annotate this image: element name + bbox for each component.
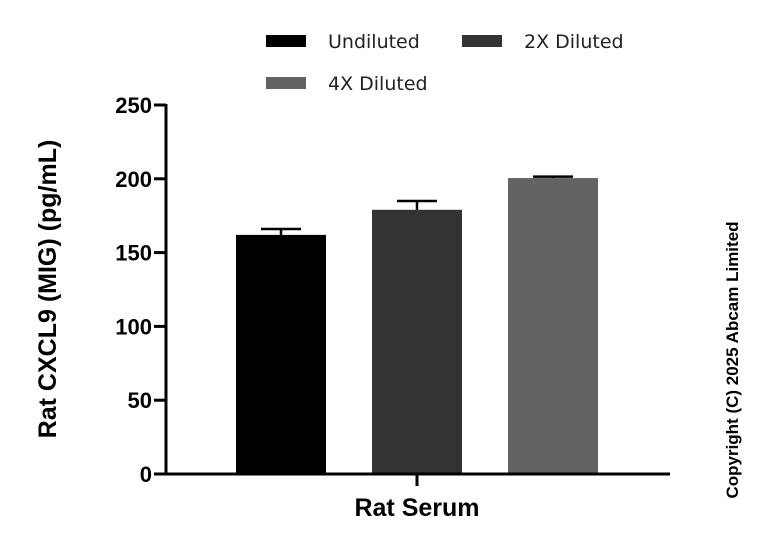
legend-label: 4X Diluted: [328, 73, 428, 95]
bar-4x-diluted: [508, 178, 598, 474]
x-axis: [166, 472, 670, 486]
bars: [236, 178, 598, 474]
y-tick-label: 100: [115, 314, 152, 339]
y-tick-label: 150: [115, 241, 152, 266]
legend-swatch: [462, 35, 502, 47]
x-axis-title: Rat Serum: [354, 494, 479, 522]
error-bars: [261, 175, 573, 235]
legend: Undiluted 2X Diluted 4X Diluted: [266, 31, 624, 95]
copyright-text: Copyright (C) 2025 Abcam Limited: [723, 221, 742, 498]
y-axis: 0 50 100 150 200 250: [115, 93, 168, 487]
y-axis-title: Rat CXCL9 (MIG) (pg/mL): [34, 140, 62, 439]
y-tick-label: 50: [128, 388, 152, 413]
bar-2x-diluted: [372, 209, 462, 474]
legend-swatch: [266, 35, 306, 47]
bar-undiluted: [236, 234, 326, 474]
y-tick-label: 0: [140, 462, 152, 487]
legend-swatch: [266, 77, 306, 89]
y-tick-label: 250: [115, 93, 152, 118]
legend-label: Undiluted: [328, 31, 420, 53]
legend-label: 2X Diluted: [524, 31, 624, 53]
y-tick-label: 200: [115, 167, 152, 192]
